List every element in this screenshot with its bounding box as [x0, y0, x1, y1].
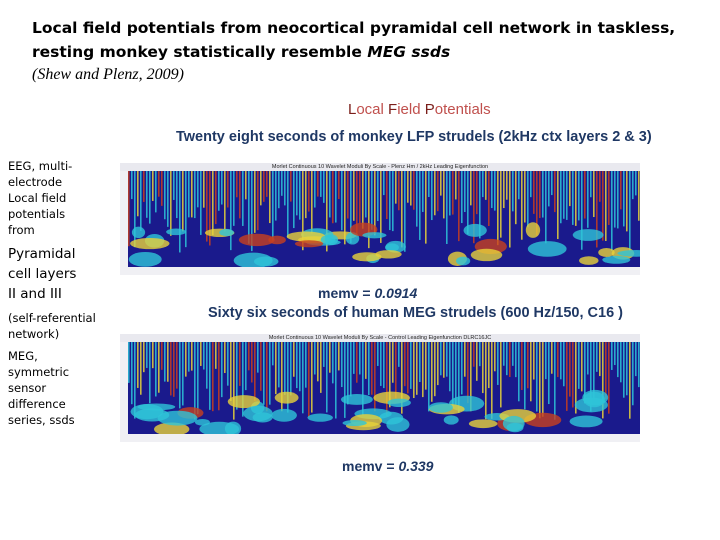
- left-line: MEG,: [8, 349, 38, 363]
- left-line: difference: [8, 397, 66, 411]
- panel1-y-axis: [120, 171, 128, 267]
- left-line: sensor: [8, 381, 47, 395]
- left-line: electrode: [8, 175, 63, 189]
- panel2-wavelet-plot: Morlet Continuous 10 Wavelet Moduli By S…: [120, 334, 640, 442]
- panel2-y-axis: [120, 342, 128, 434]
- panel1-heading: Twenty eight seconds of monkey LFP strud…: [176, 129, 652, 145]
- left-text-pyramidal: Pyramidal cell layers II and III: [8, 244, 76, 304]
- panel1-x-axis: [120, 267, 640, 275]
- left-line: Local field: [8, 191, 67, 205]
- left-line: network): [8, 327, 60, 341]
- title-line-2: resting monkey statistically resemble ME…: [32, 40, 692, 64]
- panel2-memv-label: memv =: [342, 458, 399, 474]
- left-line: symmetric: [8, 365, 70, 379]
- lfp-heading-cap-p: P: [424, 101, 435, 118]
- panel1-scalogram: [128, 171, 640, 267]
- citation: (Shew and Plenz, 2009): [32, 66, 184, 83]
- left-text-network: (self-referential network): [8, 310, 96, 342]
- left-text-meg: MEG, symmetric sensor difference series,…: [8, 348, 75, 428]
- panel2-scalogram: [128, 342, 640, 434]
- left-line: II and III: [8, 286, 62, 302]
- lfp-heading-cap-l: L: [348, 101, 357, 118]
- title-line-2-text: resting monkey statistically resemble: [32, 43, 368, 61]
- lfp-heading-part-1: ocal: [356, 101, 389, 118]
- left-line: potentials: [8, 207, 66, 221]
- slide-title: Local field potentials from neocortical …: [32, 16, 692, 64]
- panel1-memv: memv = 0.0914: [318, 285, 417, 301]
- panel1-memv-value: 0.0914: [374, 285, 418, 301]
- left-text-eeg: EEG, multi- electrode Local field potent…: [8, 158, 72, 238]
- panel1-memv-label: memv =: [318, 285, 375, 301]
- title-line-2-emphasis: MEG ssds: [367, 43, 451, 61]
- panel2-memv: memv = 0.339: [342, 458, 433, 474]
- left-line: Pyramidal: [8, 246, 76, 262]
- left-line: (self-referential: [8, 311, 96, 325]
- left-line: series, ssds: [8, 413, 75, 427]
- panel2-x-axis: [120, 434, 640, 442]
- lfp-heading-part-2: ield: [397, 101, 425, 118]
- panel1-wavelet-plot: Morlet Continuous 10 Wavelet Moduli By S…: [120, 163, 640, 275]
- left-line: cell layers: [8, 266, 77, 282]
- lfp-heading-part-3: otentials: [434, 101, 491, 118]
- lfp-heading-cap-f: F: [388, 101, 398, 118]
- panel1-plot-caption: Morlet Continuous 10 Wavelet Moduli By S…: [120, 163, 640, 171]
- panel2-memv-value: 0.339: [398, 458, 434, 474]
- lfp-heading: Local Field Potentials: [348, 101, 491, 118]
- panel2-plot-caption: Morlet Continuous 10 Wavelet Moduli By S…: [120, 334, 640, 342]
- left-line: from: [8, 223, 35, 237]
- panel2-heading: Sixty six seconds of human MEG strudels …: [208, 305, 623, 321]
- title-line-1: Local field potentials from neocortical …: [32, 19, 676, 37]
- left-line: EEG, multi-: [8, 159, 73, 173]
